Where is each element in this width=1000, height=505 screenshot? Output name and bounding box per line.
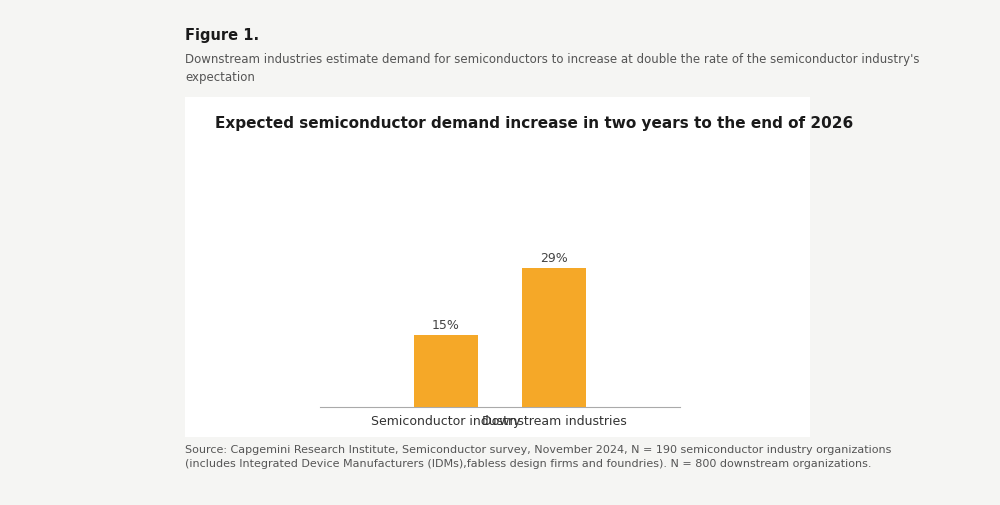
Bar: [414, 335, 478, 407]
Text: Figure 1.: Figure 1.: [185, 28, 259, 43]
Text: Downstream industries estimate demand for semiconductors to increase at double t: Downstream industries estimate demand fo…: [185, 53, 920, 83]
Text: Expected semiconductor demand increase in two years to the end of 2026: Expected semiconductor demand increase i…: [215, 116, 853, 131]
Text: 15%: 15%: [432, 319, 460, 332]
Text: Source: Capgemini Research Institute, Semiconductor survey, November 2024, N = 1: Source: Capgemini Research Institute, Se…: [185, 445, 891, 470]
Bar: [522, 268, 586, 407]
Text: 29%: 29%: [540, 252, 568, 265]
